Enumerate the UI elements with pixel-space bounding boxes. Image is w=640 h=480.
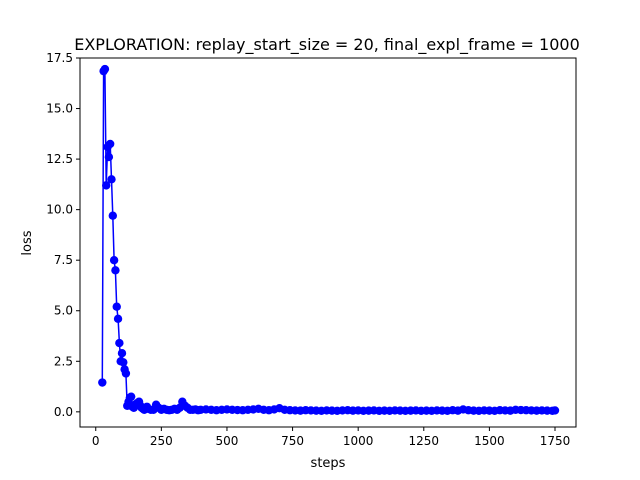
data-point bbox=[102, 181, 111, 190]
y-tick-label: 7.5 bbox=[54, 253, 73, 267]
data-point bbox=[121, 369, 131, 378]
plot-area-frame bbox=[79, 57, 577, 428]
y-tick-label: 10.0 bbox=[46, 203, 73, 217]
x-tick-label: 1250 bbox=[409, 434, 440, 448]
data-point bbox=[113, 314, 123, 324]
data-point bbox=[117, 349, 127, 358]
data-point bbox=[109, 255, 119, 265]
y-tick-label: 15.0 bbox=[46, 102, 73, 116]
data-point bbox=[105, 139, 115, 149]
x-tick-label: 0 bbox=[92, 434, 100, 448]
data-point bbox=[550, 406, 560, 415]
y-axis-ticks: 0.0 2.5 5.0 7.5 10.0 12.5 15.0 17.5 bbox=[46, 51, 80, 419]
data-point bbox=[107, 175, 116, 184]
data-point bbox=[104, 152, 114, 162]
y-tick-label: 0.0 bbox=[54, 405, 73, 419]
x-axis-label: steps bbox=[311, 456, 346, 471]
data-point bbox=[100, 64, 110, 74]
x-tick-label: 1750 bbox=[540, 434, 571, 448]
data-point bbox=[98, 378, 107, 387]
series-group bbox=[98, 64, 560, 416]
x-tick-label: 500 bbox=[216, 434, 239, 448]
y-axis-label: loss bbox=[20, 230, 35, 255]
y-tick-label: 17.5 bbox=[46, 51, 73, 65]
x-tick-label: 250 bbox=[150, 434, 173, 448]
series-line bbox=[101, 66, 556, 412]
y-tick-label: 2.5 bbox=[54, 354, 73, 368]
x-tick-label: 1000 bbox=[343, 434, 374, 448]
chart-title: EXPLORATION: replay_start_size = 20, fin… bbox=[74, 35, 580, 55]
y-tick-label: 5.0 bbox=[54, 304, 73, 318]
y-tick-label: 12.5 bbox=[46, 152, 73, 166]
x-axis-ticks: 0 250 500 750 1000 1250 1500 1750 bbox=[92, 427, 570, 448]
data-point bbox=[115, 338, 124, 348]
data-point bbox=[126, 392, 136, 401]
x-tick-label: 1500 bbox=[474, 434, 505, 448]
data-point bbox=[108, 211, 118, 220]
data-point bbox=[112, 302, 121, 311]
data-point bbox=[111, 266, 120, 275]
x-tick-label: 750 bbox=[281, 434, 304, 448]
data-point bbox=[119, 358, 128, 367]
